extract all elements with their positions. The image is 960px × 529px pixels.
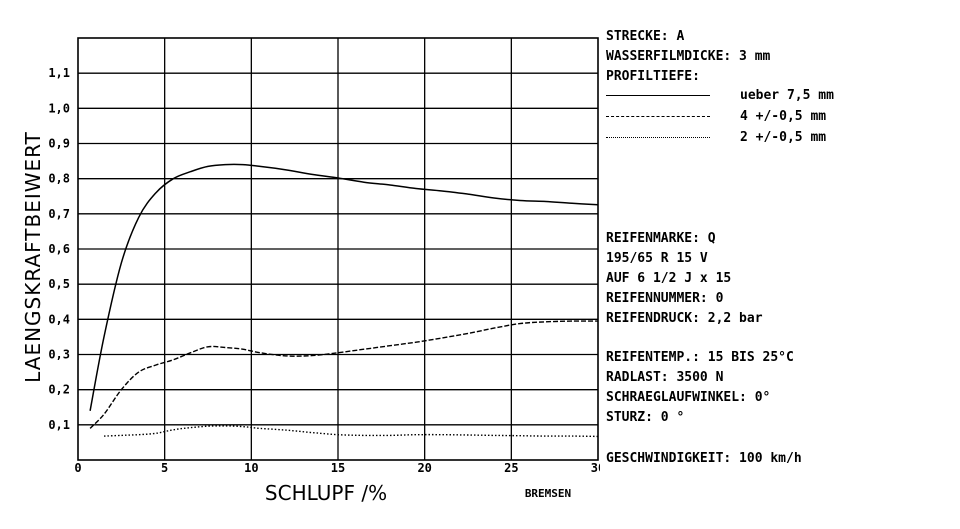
x-tick-label: 15: [331, 461, 345, 475]
info-reifengroesse: 195/65 R 15 V: [606, 251, 708, 266]
x-tick-label: 5: [161, 461, 168, 475]
chart-series: [89, 163, 599, 438]
y-axis-title: LAENGSKRAFTBEIWERT: [21, 131, 45, 383]
legend-item-solid: ueber 7,5 mm: [606, 88, 866, 104]
y-tick-label: 0,5: [48, 277, 70, 291]
info-schraeglaufwinkel: SCHRAEGLAUFWINKEL: 0°: [606, 390, 771, 405]
legend-label-dotted: 2 +/-0,5 mm: [740, 130, 827, 145]
info-strecke: STRECKE: A: [606, 29, 685, 44]
legend-label-dashed: 4 +/-0,5 mm: [740, 109, 827, 124]
x-tick-label: 30: [591, 461, 600, 475]
x-tick-label: 0: [74, 461, 81, 475]
info-radlast: RADLAST: 3500 N: [606, 370, 724, 385]
y-tick-label: 0,7: [48, 207, 70, 221]
y-tick-label: 1,0: [48, 101, 70, 115]
y-tick-label: 0,4: [48, 312, 70, 326]
chart-grid: [77, 37, 599, 461]
legend-line-dotted: [606, 137, 710, 138]
y-tick-label: 1,1: [48, 66, 70, 80]
x-axis-note: BREMSEN: [525, 487, 571, 500]
y-tick-label: 0,6: [48, 242, 70, 256]
y-tick-label: 0,2: [48, 383, 70, 397]
series-line-dashed: [89, 320, 599, 429]
info-profiltiefe: PROFILTIEFE:: [606, 69, 700, 84]
legend-line-dashed: [606, 116, 710, 117]
x-tick-label: 20: [417, 461, 431, 475]
x-tick-label: 10: [244, 461, 258, 475]
y-tick-label: 0,9: [48, 137, 70, 151]
slip-friction-chart: 0 5 10 15 20 25 30 0,1 0,2 0,3 0,4 0,5 0,6 0,7 0,8 0,9 1…: [21, 37, 600, 505]
legend-label-solid: ueber 7,5 mm: [740, 88, 834, 103]
series-line-dotted: [103, 425, 599, 438]
chart-tick-labels: 0 5 10 15 20 25 30 0,1 0,2 0,3 0,4 0,5 0,6 0,7 0,8 0,9 1…: [48, 66, 600, 475]
info-felge: AUF 6 1/2 J x 15: [606, 271, 732, 286]
y-tick-label: 0,1: [48, 418, 70, 432]
x-tick-label: 25: [504, 461, 518, 475]
info-reifentemp: REIFENTEMP.: 15 BIS 25°C: [606, 350, 794, 365]
info-wasserfilmdicke: WASSERFILMDICKE: 3 mm: [606, 49, 771, 64]
info-reifennummer: REIFENNUMMER: 0: [606, 291, 724, 306]
y-tick-label: 0,8: [48, 172, 70, 186]
y-tick-label: 0,3: [48, 348, 70, 362]
info-reifendruck: REIFENDRUCK: 2,2 bar: [606, 311, 763, 326]
info-sturz: STURZ: 0 °: [606, 410, 685, 425]
series-line-solid: [89, 163, 599, 411]
legend-item-dashed: 4 +/-0,5 mm: [606, 109, 866, 125]
info-geschwindigkeit: GESCHWINDIGKEIT: 100 km/h: [606, 451, 802, 466]
x-axis-title: SCHLUPF /%: [265, 481, 387, 505]
legend-line-solid: [606, 95, 710, 96]
info-reifenmarke: REIFENMARKE: Q: [606, 231, 716, 246]
legend-item-dotted: 2 +/-0,5 mm: [606, 130, 866, 146]
